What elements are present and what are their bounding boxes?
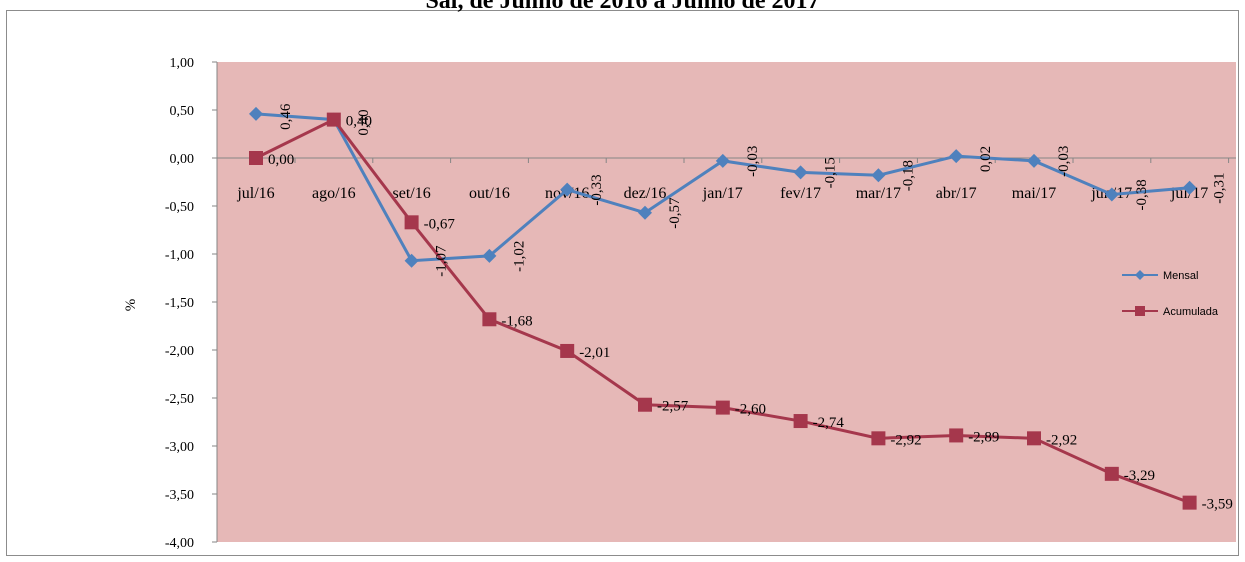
y-tick-label: -3,00 (165, 440, 194, 455)
point-mensal (871, 168, 886, 183)
chart-title: Sal, de Junho de 2016 a Junho de 2017 (425, 0, 820, 14)
point-acumulada (326, 112, 341, 127)
data-label-acumulada: -3,29 (1124, 468, 1155, 484)
data-label-acumulada: -2,60 (735, 402, 766, 418)
x-tick-label: dez/16 (624, 185, 667, 202)
y-tick-label: -2,00 (165, 344, 194, 359)
point-acumulada (949, 428, 964, 443)
x-tick-label: jan/17 (702, 185, 743, 202)
data-label-acumulada: -2,74 (813, 415, 845, 431)
y-tick-label: -1,50 (165, 296, 194, 311)
point-acumulada (638, 397, 652, 412)
data-label-mensal: 0,46 (278, 103, 294, 130)
x-tick-label: out/16 (469, 185, 510, 202)
point-mensal (793, 165, 808, 180)
data-label-mensal: -0,31 (1212, 173, 1228, 204)
point-acumulada (404, 215, 419, 230)
legend-label-acumulada: Acumulada (1163, 306, 1219, 318)
data-label-mensal: 0,40 (356, 109, 372, 135)
x-tick-label: fev/17 (780, 185, 821, 202)
y-tick-label: -4,00 (165, 536, 194, 551)
data-label-mensal: -0,03 (1056, 146, 1072, 177)
point-mensal (249, 106, 263, 121)
y-axis-label: % (123, 299, 139, 312)
data-label-acumulada: -2,57 (657, 399, 689, 415)
data-label-acumulada: -2,89 (968, 429, 999, 445)
data-label-mensal: 0,02 (978, 146, 994, 172)
point-acumulada (249, 151, 263, 165)
point-acumulada (482, 312, 497, 327)
point-acumulada (1104, 466, 1119, 481)
y-tick-label: 0,50 (170, 104, 195, 119)
point-acumulada (560, 343, 575, 358)
x-tick-label: mar/17 (856, 185, 901, 202)
point-mensal (638, 205, 652, 220)
data-label-acumulada: -2,01 (579, 345, 610, 361)
data-label-acumulada: -2,92 (1046, 432, 1077, 448)
y-tick-label: -1,00 (165, 248, 194, 263)
point-acumulada (1182, 495, 1197, 510)
point-acumulada (871, 431, 886, 446)
data-label-acumulada: -2,92 (890, 432, 921, 448)
legend-marker-acumulada (1135, 306, 1145, 316)
point-mensal (1182, 180, 1197, 195)
point-acumulada (715, 400, 730, 415)
point-mensal (1104, 187, 1119, 202)
data-label-mensal: -1,02 (511, 241, 527, 272)
point-mensal (404, 253, 419, 268)
data-label-mensal: -1,07 (434, 245, 450, 277)
data-label-mensal: -0,57 (667, 197, 683, 229)
point-mensal (1027, 153, 1041, 168)
x-tick-label: set/16 (392, 185, 430, 202)
data-label-acumulada: -0,67 (424, 216, 456, 232)
data-label-mensal: -0,38 (1134, 179, 1150, 210)
x-tick-label: ago/16 (312, 185, 356, 202)
data-label-mensal: -0,15 (823, 157, 839, 188)
y-tick-label: 1,00 (170, 56, 195, 71)
point-mensal (482, 248, 497, 263)
point-mensal (949, 149, 964, 164)
data-label-acumulada: 0,40 (346, 114, 372, 130)
plot-area (217, 62, 1236, 542)
point-acumulada (793, 414, 808, 429)
x-tick-label: jul/16 (236, 185, 274, 202)
y-tick-label: -2,50 (165, 392, 194, 407)
point-mensal (560, 182, 575, 197)
x-tick-label: abr/17 (936, 185, 977, 202)
data-label-acumulada: 0,00 (268, 152, 294, 168)
data-label-acumulada: -3,59 (1202, 497, 1233, 513)
y-tick-label: 0,00 (170, 152, 195, 167)
data-label-mensal: -0,18 (900, 160, 916, 191)
point-mensal (715, 153, 730, 168)
data-label-acumulada: -1,68 (501, 313, 532, 329)
y-tick-label: -0,50 (165, 200, 194, 215)
y-tick-label: -3,50 (165, 488, 194, 503)
x-tick-label: mai/17 (1012, 185, 1056, 202)
data-label-mensal: -0,33 (589, 174, 605, 205)
point-acumulada (1027, 431, 1041, 446)
data-label-mensal: -0,03 (745, 146, 761, 177)
legend-marker-mensal (1135, 270, 1145, 280)
legend-label-mensal: Mensal (1163, 270, 1198, 282)
